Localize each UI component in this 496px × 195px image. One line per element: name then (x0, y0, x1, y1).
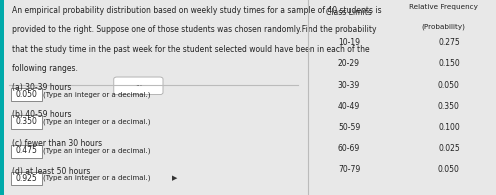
Text: provided to the right. Suppose one of those students was chosen randomly.Find th: provided to the right. Suppose one of th… (12, 25, 377, 34)
Text: (Type an integer or a decimal.): (Type an integer or a decimal.) (43, 148, 151, 154)
Text: (Type an integer or a decimal.): (Type an integer or a decimal.) (43, 118, 151, 125)
FancyBboxPatch shape (11, 145, 42, 158)
Text: 0.050: 0.050 (15, 90, 37, 99)
Text: 0.275: 0.275 (438, 38, 460, 47)
FancyBboxPatch shape (11, 88, 42, 101)
Text: 10-19: 10-19 (338, 38, 360, 47)
Text: ▶: ▶ (172, 175, 178, 181)
Text: 0.050: 0.050 (438, 165, 460, 174)
Text: 0.350: 0.350 (15, 117, 37, 126)
Text: Class Limits: Class Limits (326, 8, 372, 17)
Text: 0.150: 0.150 (438, 59, 460, 68)
Text: (b) 40-59 hours: (b) 40-59 hours (12, 110, 72, 119)
Text: 0.025: 0.025 (438, 144, 460, 153)
Text: ...: ... (135, 79, 142, 88)
Text: 40-49: 40-49 (338, 102, 360, 111)
FancyBboxPatch shape (114, 77, 163, 95)
Text: following ranges.: following ranges. (12, 64, 78, 73)
Text: (a) 30-39 hours: (a) 30-39 hours (12, 83, 72, 92)
FancyBboxPatch shape (11, 115, 42, 129)
Text: (c) fewer than 30 hours: (c) fewer than 30 hours (12, 139, 103, 148)
Text: 0.350: 0.350 (438, 102, 460, 111)
Text: 60-69: 60-69 (338, 144, 360, 153)
Text: 0.050: 0.050 (438, 81, 460, 90)
FancyBboxPatch shape (0, 0, 3, 195)
Text: Relative Frequency: Relative Frequency (409, 4, 478, 10)
FancyBboxPatch shape (11, 172, 42, 185)
Text: 0.925: 0.925 (15, 174, 37, 183)
Text: (Type an integer or a decimal.): (Type an integer or a decimal.) (43, 91, 151, 98)
Text: 50-59: 50-59 (338, 123, 360, 132)
Text: 20-29: 20-29 (338, 59, 360, 68)
Text: 70-79: 70-79 (338, 165, 360, 174)
Text: 30-39: 30-39 (338, 81, 360, 90)
Text: 0.100: 0.100 (438, 123, 460, 132)
Text: 0.475: 0.475 (15, 146, 37, 155)
Text: (d) at least 50 hours: (d) at least 50 hours (12, 167, 91, 176)
Text: An empirical probability distribution based on weekly study times for a sample o: An empirical probability distribution ba… (12, 6, 382, 15)
Text: that the study time in the past week for the student selected would have been in: that the study time in the past week for… (12, 45, 370, 54)
Text: (Type an integer or a decimal.): (Type an integer or a decimal.) (43, 175, 151, 182)
Text: (Probability): (Probability) (421, 23, 465, 30)
